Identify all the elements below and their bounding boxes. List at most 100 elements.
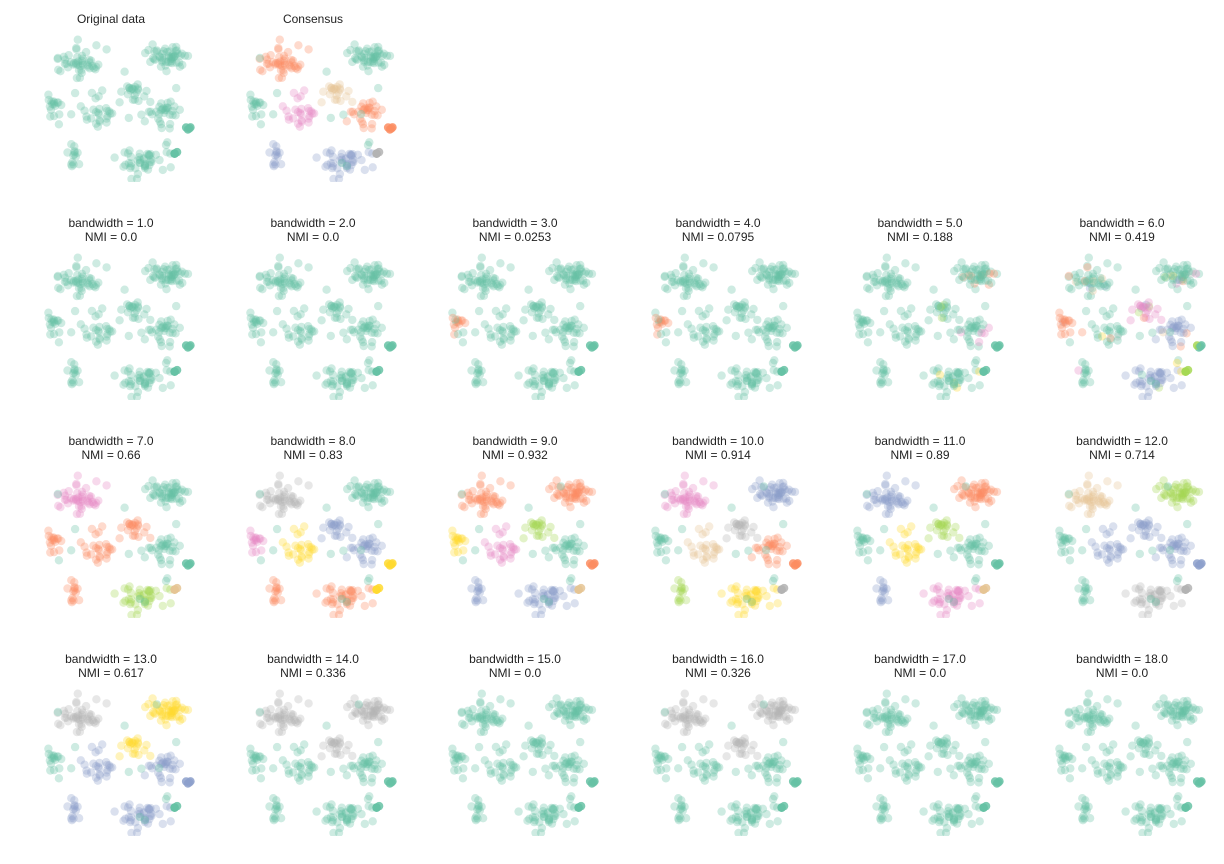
data-point xyxy=(85,712,94,721)
data-point xyxy=(966,267,976,276)
data-point xyxy=(101,104,111,113)
data-point xyxy=(155,809,164,819)
data-point xyxy=(341,591,350,600)
data-point xyxy=(529,519,538,529)
data-point xyxy=(1093,333,1103,342)
data-point xyxy=(568,275,577,285)
data-point xyxy=(480,756,489,765)
data-point xyxy=(787,269,797,278)
data-point xyxy=(524,721,533,730)
data-point xyxy=(133,387,143,397)
data-point xyxy=(123,526,133,535)
data-point xyxy=(969,324,979,333)
data-point xyxy=(134,739,143,748)
data-point xyxy=(768,497,777,506)
data-point xyxy=(88,497,97,507)
data-point xyxy=(527,585,537,594)
data-point xyxy=(983,276,993,285)
data-point xyxy=(170,269,179,278)
data-point xyxy=(385,705,395,715)
data-point xyxy=(783,705,792,714)
data-point xyxy=(733,599,742,609)
data-point xyxy=(1071,277,1081,286)
data-point xyxy=(950,266,959,276)
data-point xyxy=(369,710,378,720)
data-point xyxy=(942,302,952,311)
data-point xyxy=(572,707,581,716)
data-point xyxy=(956,375,965,385)
data-point xyxy=(1169,492,1178,501)
data-point xyxy=(764,535,773,544)
data-point xyxy=(172,737,181,747)
data-point xyxy=(1064,534,1073,543)
data-point xyxy=(69,494,79,504)
data-point xyxy=(692,712,701,721)
data-point xyxy=(279,68,288,78)
data-point xyxy=(103,542,112,552)
data-point xyxy=(269,380,279,389)
data-point xyxy=(330,313,340,322)
data-point xyxy=(160,324,170,333)
data-point xyxy=(356,763,366,773)
data-point xyxy=(1130,598,1139,607)
data-point xyxy=(949,553,958,562)
data-point xyxy=(1176,555,1186,565)
data-point xyxy=(457,707,467,717)
data-point xyxy=(971,366,980,375)
data-point xyxy=(256,283,265,292)
data-point xyxy=(479,509,489,518)
data-point xyxy=(873,269,882,278)
data-point xyxy=(774,706,783,716)
data-point xyxy=(977,542,986,552)
data-point xyxy=(134,85,143,94)
data-point xyxy=(268,58,277,67)
data-point xyxy=(572,764,581,774)
data-point xyxy=(1174,322,1183,331)
data-point xyxy=(55,764,64,773)
data-point xyxy=(694,306,704,316)
data-point xyxy=(275,278,285,288)
data-point xyxy=(172,264,181,273)
data-point xyxy=(882,489,891,498)
data-point xyxy=(129,85,138,94)
data-point xyxy=(327,146,336,155)
data-point xyxy=(759,701,768,710)
data-point xyxy=(765,274,774,283)
data-point xyxy=(771,275,780,285)
data-point xyxy=(882,707,891,716)
data-point xyxy=(166,817,175,826)
data-point xyxy=(323,378,332,387)
data-point xyxy=(937,313,947,322)
data-point xyxy=(124,767,133,777)
data-point xyxy=(135,585,144,594)
data-point xyxy=(560,338,570,347)
data-point xyxy=(70,88,80,98)
data-point xyxy=(734,610,743,618)
data-point xyxy=(362,108,371,118)
data-point xyxy=(271,160,280,169)
data-point xyxy=(1113,554,1122,563)
data-point xyxy=(140,595,150,605)
data-point xyxy=(464,273,474,282)
data-point xyxy=(499,758,508,768)
data-point xyxy=(656,754,665,763)
data-point xyxy=(499,328,508,337)
data-point xyxy=(667,491,677,500)
data-point xyxy=(135,149,144,158)
data-point xyxy=(296,544,305,554)
data-point xyxy=(119,598,128,607)
data-point xyxy=(562,489,571,499)
data-point xyxy=(495,312,504,321)
data-point xyxy=(134,750,143,760)
data-point xyxy=(655,318,664,327)
data-point xyxy=(164,493,173,503)
data-point xyxy=(102,768,111,777)
data-point xyxy=(185,342,194,351)
data-point xyxy=(336,153,346,162)
data-point xyxy=(269,358,278,367)
data-point xyxy=(915,545,924,554)
data-point xyxy=(265,281,275,290)
data-point xyxy=(130,313,139,322)
data-point xyxy=(973,711,982,721)
data-point xyxy=(358,62,368,71)
